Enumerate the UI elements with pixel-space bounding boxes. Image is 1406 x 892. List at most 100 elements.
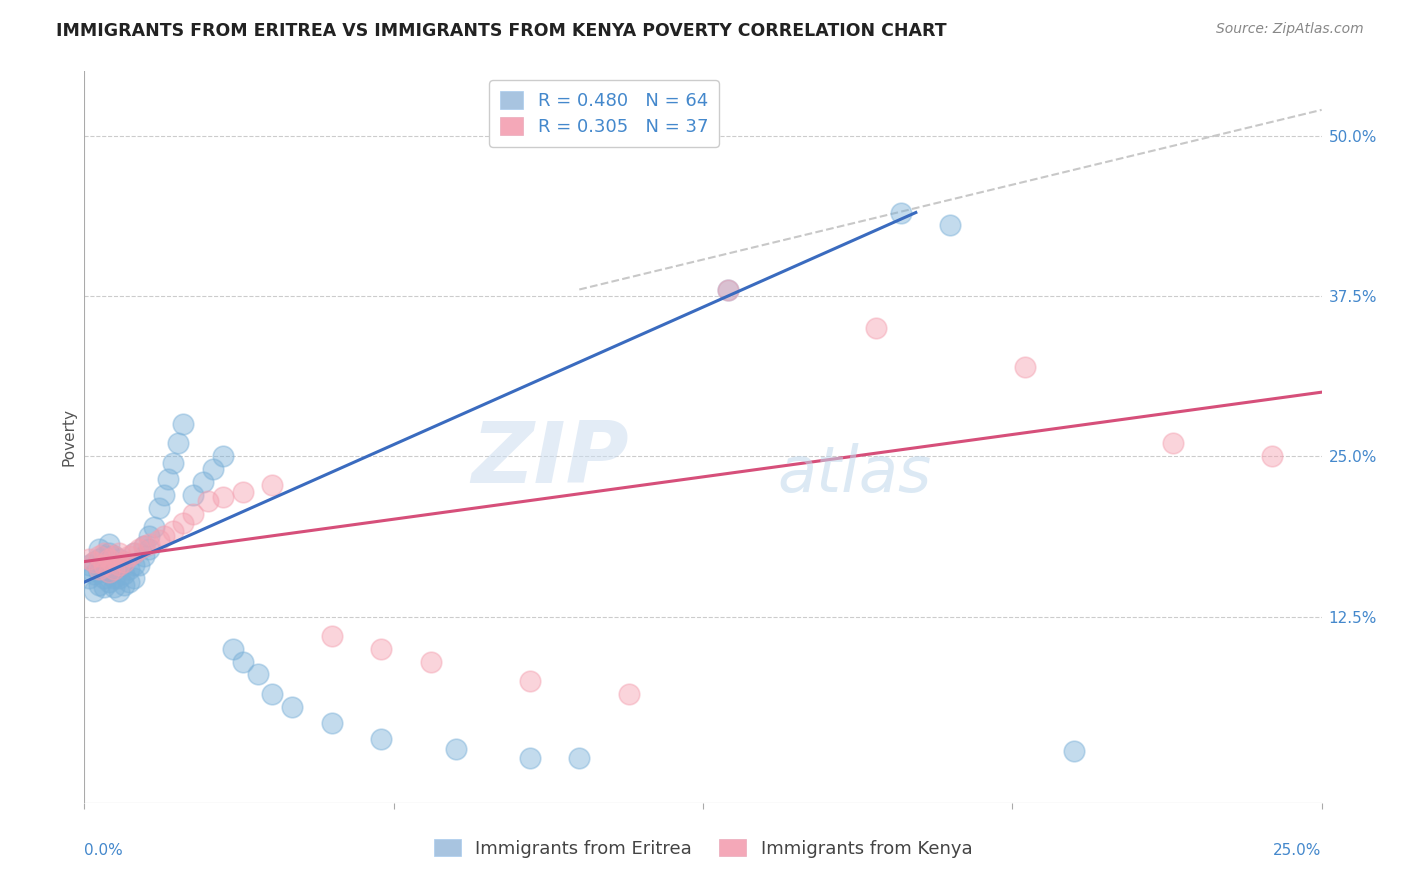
Point [172, 516, 194, 530]
Point [281, 699, 304, 714]
Text: atlas: atlas [778, 442, 932, 505]
Point [112, 555, 135, 569]
Point [122, 545, 145, 559]
Point [262, 477, 284, 491]
Point [444, 742, 467, 756]
Point [568, 751, 591, 765]
Point [148, 533, 170, 547]
Point [246, 667, 269, 681]
Point [1014, 359, 1036, 374]
Point [108, 584, 131, 599]
Point [98, 565, 121, 579]
Point [132, 539, 155, 553]
Point [93, 558, 115, 573]
Point [79, 571, 101, 585]
Point [222, 641, 245, 656]
Point [370, 731, 392, 746]
Point [1261, 450, 1284, 464]
Point [419, 655, 441, 669]
Point [370, 641, 392, 656]
Point [103, 549, 125, 564]
Point [108, 571, 131, 585]
Point [172, 417, 194, 432]
Point [152, 488, 174, 502]
Point [191, 475, 214, 489]
Point [112, 567, 135, 582]
Point [118, 575, 141, 590]
Point [93, 562, 115, 576]
Point [181, 507, 204, 521]
Point [122, 571, 145, 585]
Point [890, 205, 912, 219]
Point [148, 500, 170, 515]
Text: IMMIGRANTS FROM ERITREA VS IMMIGRANTS FROM KENYA POVERTY CORRELATION CHART: IMMIGRANTS FROM ERITREA VS IMMIGRANTS FR… [56, 22, 946, 40]
Point [122, 558, 145, 573]
Point [122, 545, 145, 559]
Point [128, 541, 150, 556]
Point [118, 549, 141, 564]
Point [103, 561, 125, 575]
Point [167, 436, 190, 450]
Point [157, 472, 180, 486]
Point [138, 536, 160, 550]
Point [108, 558, 131, 573]
Point [93, 580, 115, 594]
Point [108, 552, 131, 566]
Point [132, 549, 155, 564]
Point [98, 565, 121, 579]
Point [83, 584, 105, 599]
Point [89, 562, 111, 576]
Point [89, 552, 111, 566]
Point [103, 580, 125, 594]
Point [138, 529, 160, 543]
Point [98, 555, 121, 569]
Point [93, 549, 115, 564]
Point [112, 555, 135, 569]
Point [202, 462, 225, 476]
Text: 0.0%: 0.0% [84, 843, 124, 858]
Point [197, 494, 219, 508]
Point [108, 545, 131, 559]
Point [232, 485, 254, 500]
Point [262, 687, 284, 701]
Point [103, 549, 125, 564]
Point [617, 687, 640, 701]
Point [321, 629, 343, 643]
Point [118, 562, 141, 576]
Point [865, 321, 887, 335]
Y-axis label: Poverty: Poverty [60, 408, 76, 467]
Point [1063, 744, 1085, 758]
Point [98, 552, 121, 566]
Point [717, 283, 740, 297]
Point [89, 565, 111, 579]
Point [112, 577, 135, 591]
Point [108, 562, 131, 576]
Point [98, 575, 121, 590]
Point [89, 577, 111, 591]
Point [939, 219, 962, 233]
Point [1161, 436, 1184, 450]
Text: ZIP: ZIP [471, 417, 628, 500]
Point [212, 450, 235, 464]
Point [103, 571, 125, 585]
Point [89, 549, 111, 564]
Point [321, 716, 343, 731]
Point [128, 558, 150, 573]
Point [79, 552, 101, 566]
Point [717, 283, 740, 297]
Point [212, 491, 235, 505]
Point [132, 539, 155, 553]
Text: Source: ZipAtlas.com: Source: ZipAtlas.com [1216, 22, 1364, 37]
Legend: Immigrants from Eritrea, Immigrants from Kenya: Immigrants from Eritrea, Immigrants from… [425, 830, 981, 867]
Text: 25.0%: 25.0% [1274, 843, 1322, 858]
Point [142, 520, 165, 534]
Point [519, 673, 541, 688]
Point [83, 555, 105, 569]
Point [152, 529, 174, 543]
Point [98, 536, 121, 550]
Point [519, 751, 541, 765]
Point [93, 571, 115, 585]
Point [181, 488, 204, 502]
Point [162, 524, 184, 538]
Point [83, 567, 105, 582]
